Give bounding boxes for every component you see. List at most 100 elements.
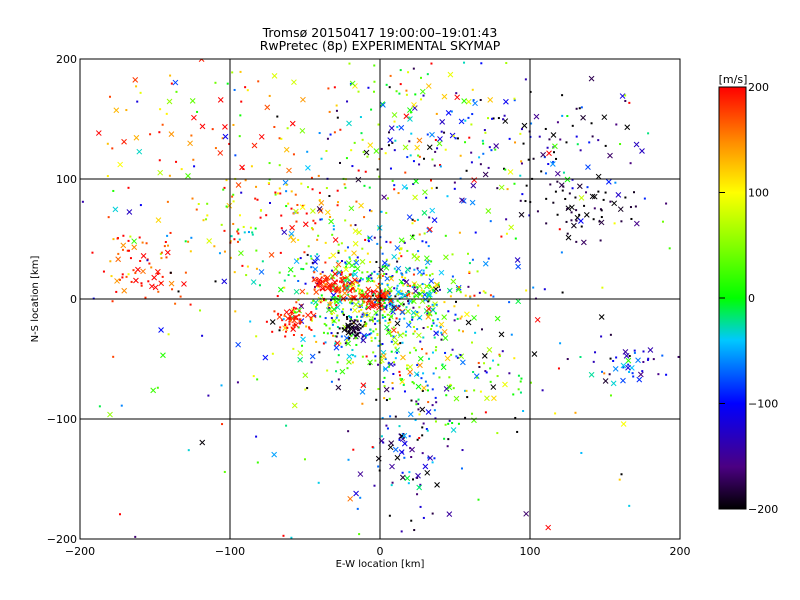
scatter-point: [434, 420, 437, 423]
scatter-point: [394, 454, 401, 461]
scatter-point: [413, 286, 416, 289]
scatter-point: [402, 292, 408, 299]
scatter-point: [504, 168, 507, 171]
scatter-point: [296, 203, 299, 206]
scatter-point: [412, 382, 415, 385]
scatter-point: [642, 350, 645, 353]
scatter-point: [345, 262, 348, 265]
scatter-point: [131, 244, 138, 251]
scatter-point: [668, 247, 671, 250]
scatter-point: [366, 280, 369, 283]
scatter-point: [346, 353, 353, 360]
scatter-point: [310, 176, 313, 179]
scatter-point: [432, 308, 435, 311]
scatter-point: [398, 124, 405, 131]
scatter-point: [501, 350, 504, 353]
scatter-point: [281, 319, 284, 322]
scatter-point: [303, 458, 306, 461]
scatter-point: [409, 154, 412, 157]
scatter-point: [520, 162, 523, 165]
scatter-point: [340, 277, 343, 280]
scatter-point: [367, 235, 373, 242]
scatter-point: [427, 455, 434, 461]
scatter-point: [341, 312, 344, 315]
scatter-point: [115, 290, 118, 293]
scatter-point: [197, 203, 200, 206]
scatter-point: [436, 318, 439, 321]
scatter-point: [371, 279, 374, 282]
scatter-point: [383, 368, 386, 371]
scatter-point: [189, 250, 192, 253]
scatter-point: [314, 305, 317, 308]
scatter-point: [449, 295, 452, 298]
scatter-point: [249, 226, 252, 229]
scatter-point: [385, 273, 388, 276]
scatter-point: [184, 271, 187, 274]
scatter-point: [431, 158, 434, 161]
scatter-point: [231, 71, 234, 74]
scatter-point: [318, 132, 321, 135]
scatter-point: [341, 327, 348, 333]
scatter-point: [440, 364, 447, 371]
scatter-point: [360, 382, 367, 389]
scatter-point: [600, 335, 603, 338]
scatter-point: [620, 421, 627, 427]
scatter-point: [366, 295, 369, 298]
scatter-point: [465, 98, 472, 105]
scatter-point: [234, 154, 237, 157]
scatter-point: [354, 355, 357, 358]
scatter-point: [402, 332, 405, 335]
scatter-point: [425, 409, 432, 415]
scatter-point: [406, 249, 409, 252]
scatter-point: [459, 154, 462, 157]
scatter-point: [159, 252, 162, 255]
scatter-point: [370, 339, 373, 342]
scatter-point: [301, 344, 304, 347]
scatter-point: [165, 256, 168, 259]
scatter-point: [435, 186, 438, 189]
scatter-point: [407, 302, 410, 305]
scatter-point: [388, 313, 394, 320]
scatter-point: [432, 372, 435, 375]
scatter-point: [98, 405, 101, 408]
scatter-point: [378, 158, 381, 161]
scatter-point: [588, 141, 591, 144]
scatter-point: [421, 452, 424, 455]
scatter-point: [325, 324, 328, 327]
scatter-point: [359, 323, 362, 326]
scatter-point: [591, 193, 598, 200]
scatter-point: [373, 317, 376, 320]
scatter-point: [378, 266, 384, 273]
scatter-point: [490, 384, 497, 390]
scatter-point: [480, 62, 483, 65]
scatter-point: [341, 290, 348, 297]
scatter-point: [446, 384, 453, 391]
scatter-point: [310, 257, 313, 260]
scatter-point: [400, 474, 406, 481]
scatter-point: [170, 82, 173, 85]
scatter-point: [412, 194, 418, 201]
scatter-point: [315, 340, 318, 343]
scatter-point: [363, 311, 369, 318]
scatter-point: [329, 299, 332, 302]
scatter-point: [378, 175, 381, 178]
scatter-point: [287, 313, 293, 320]
scatter-point: [330, 380, 333, 383]
scatter-point: [336, 361, 339, 364]
scatter-point: [474, 331, 477, 334]
scatter-point: [484, 395, 490, 402]
scatter-point: [367, 300, 370, 303]
scatter-point: [627, 363, 630, 366]
scatter-point: [251, 231, 254, 234]
scatter-point: [326, 332, 329, 335]
scatter-point: [340, 281, 343, 284]
scatter-point: [389, 334, 392, 337]
scatter-point: [333, 283, 336, 286]
scatter-point: [401, 440, 408, 447]
scatter-point: [408, 320, 411, 323]
scatter-point: [414, 419, 417, 422]
scatter-point: [624, 94, 627, 97]
scatter-point: [454, 94, 461, 101]
scatter-point: [109, 260, 112, 263]
scatter-point: [518, 211, 525, 218]
